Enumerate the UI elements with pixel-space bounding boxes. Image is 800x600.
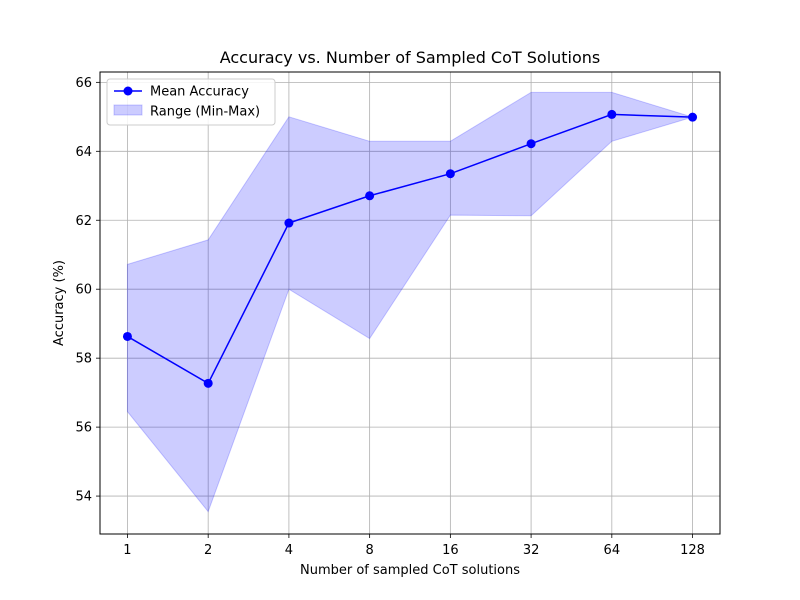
legend-label-mean: Mean Accuracy <box>150 85 249 100</box>
x-tick-label: 4 <box>285 543 293 558</box>
mean-accuracy-point <box>122 331 132 341</box>
x-tick-label: 32 <box>523 543 540 558</box>
x-ticks: 1 2 4 8 16 32 64 128 <box>123 534 705 558</box>
legend-box <box>106 78 276 126</box>
mean-line-layer <box>122 109 698 388</box>
y-tick-label: 56 <box>75 421 92 436</box>
mean-accuracy-point <box>688 112 698 122</box>
range-band-layer <box>126 91 695 513</box>
y-tick-label: 66 <box>75 76 92 91</box>
y-tick-label: 62 <box>75 214 92 229</box>
y-tick-label: 58 <box>75 352 92 367</box>
x-tick-label: 64 <box>604 543 621 558</box>
grid-lines <box>100 72 720 534</box>
y-ticks: 54 56 58 60 62 64 66 <box>75 76 100 505</box>
mean-accuracy-point <box>365 191 375 201</box>
legend: Mean Accuracy Range (Min-Max) <box>106 78 276 126</box>
range-band <box>126 91 695 513</box>
x-tick-label: 128 <box>680 543 705 558</box>
x-tick-label: 8 <box>365 543 373 558</box>
mean-accuracy-point <box>607 109 617 119</box>
mean-accuracy-point <box>203 378 213 388</box>
x-tick-label: 16 <box>442 543 459 558</box>
x-tick-label: 1 <box>123 543 131 558</box>
y-tick-label: 54 <box>75 490 92 505</box>
legend-mean-marker-swatch <box>123 86 133 96</box>
y-tick-label: 64 <box>75 145 92 160</box>
legend-label-range: Range (Min-Max) <box>150 105 260 120</box>
mean-accuracy-point <box>445 169 455 179</box>
x-tick-label: 2 <box>204 543 212 558</box>
x-axis-label: Number of sampled CoT solutions <box>300 563 520 578</box>
chart-title: Accuracy vs. Number of Sampled CoT Solut… <box>220 48 601 67</box>
plot-frame <box>99 71 721 535</box>
y-tick-label: 60 <box>75 283 92 298</box>
mean-accuracy-point <box>526 139 536 149</box>
mean-accuracy-line <box>127 113 693 385</box>
mean-accuracy-point <box>284 218 294 228</box>
legend-range-swatch <box>113 104 143 116</box>
y-axis-label: Accuracy (%) <box>52 260 67 346</box>
